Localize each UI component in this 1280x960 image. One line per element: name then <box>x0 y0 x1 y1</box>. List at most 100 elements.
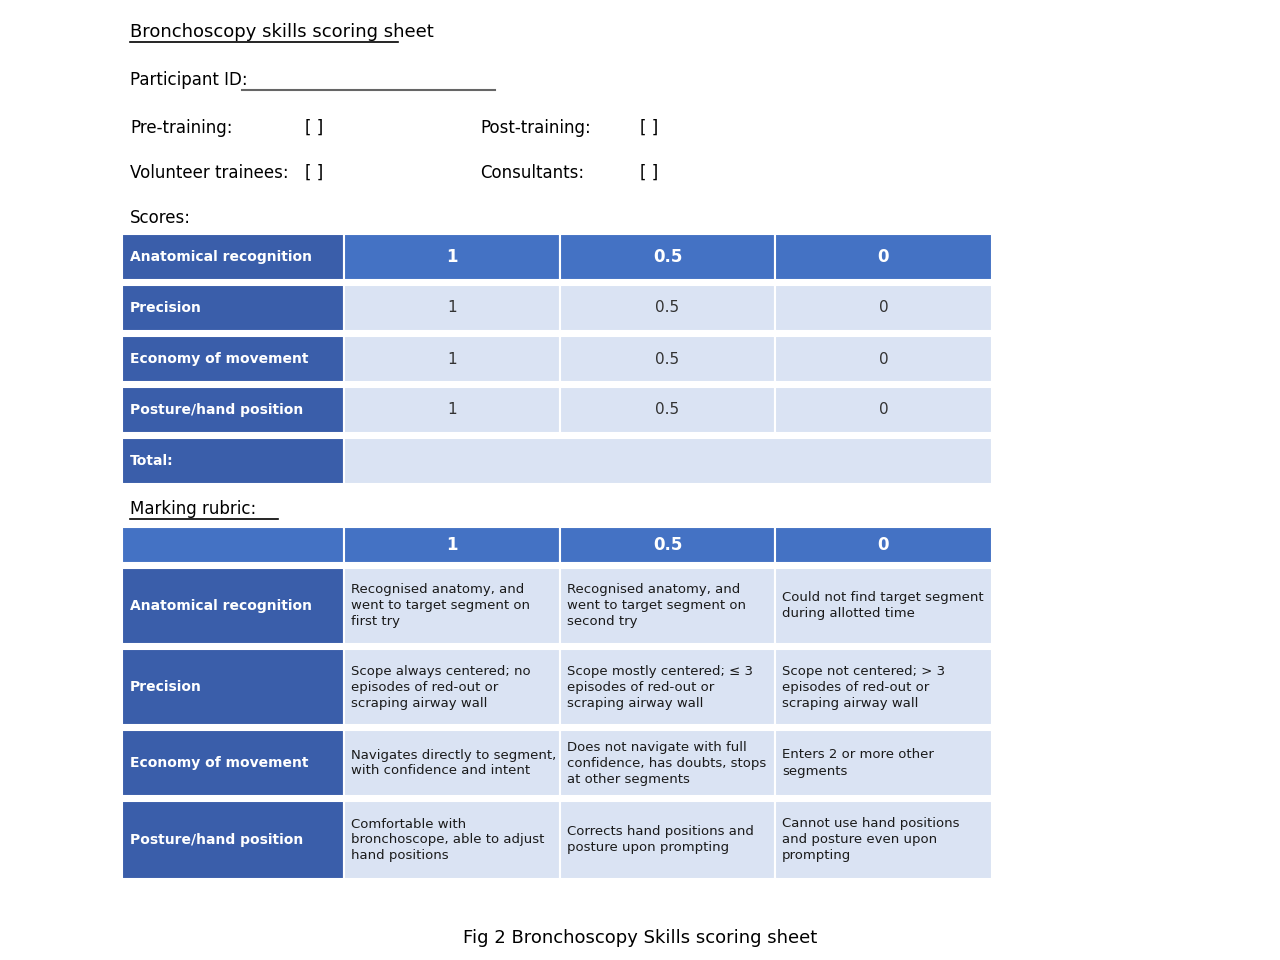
Text: 0: 0 <box>878 402 888 418</box>
Bar <box>561 649 774 725</box>
Text: Could not find target segment: Could not find target segment <box>782 591 983 605</box>
Text: confidence, has doubts, stops: confidence, has doubts, stops <box>567 756 767 770</box>
Text: 0: 0 <box>878 536 890 554</box>
Bar <box>561 387 774 433</box>
Text: 0.5: 0.5 <box>653 536 682 554</box>
Text: went to target segment on: went to target segment on <box>351 599 530 612</box>
Bar <box>561 336 774 382</box>
Bar <box>774 387 992 433</box>
Text: first try: first try <box>351 615 399 629</box>
Text: Posture/hand position: Posture/hand position <box>131 833 303 847</box>
Text: Recognised anatomy, and: Recognised anatomy, and <box>351 584 525 596</box>
Text: [ ]: [ ] <box>640 164 658 182</box>
Bar <box>122 527 344 563</box>
Text: went to target segment on: went to target segment on <box>567 599 746 612</box>
Text: bronchoscope, able to adjust: bronchoscope, able to adjust <box>351 833 544 847</box>
Text: episodes of red-out or: episodes of red-out or <box>782 681 929 693</box>
Bar <box>561 285 774 331</box>
Bar <box>122 387 344 433</box>
Bar <box>122 568 344 644</box>
Bar <box>344 730 561 796</box>
Bar <box>561 730 774 796</box>
Bar <box>774 649 992 725</box>
Bar <box>344 285 561 331</box>
Bar <box>344 336 561 382</box>
Text: during allotted time: during allotted time <box>782 608 915 620</box>
Text: Scope mostly centered; ≤ 3: Scope mostly centered; ≤ 3 <box>567 664 753 678</box>
Bar <box>774 234 992 280</box>
Text: 1: 1 <box>447 300 457 316</box>
Text: Precision: Precision <box>131 301 202 315</box>
Text: 1: 1 <box>447 536 458 554</box>
Bar <box>561 234 774 280</box>
Bar <box>122 234 344 280</box>
Bar <box>344 387 561 433</box>
Text: Economy of movement: Economy of movement <box>131 352 308 366</box>
Text: Precision: Precision <box>131 680 202 694</box>
Text: Bronchoscopy skills scoring sheet: Bronchoscopy skills scoring sheet <box>131 23 434 41</box>
Text: with confidence and intent: with confidence and intent <box>351 764 530 778</box>
Text: Scores:: Scores: <box>131 209 191 227</box>
Text: Enters 2 or more other: Enters 2 or more other <box>782 749 934 761</box>
Text: prompting: prompting <box>782 850 851 862</box>
Text: 0: 0 <box>878 300 888 316</box>
Text: scraping airway wall: scraping airway wall <box>351 697 488 709</box>
Bar <box>122 801 344 879</box>
Text: Recognised anatomy, and: Recognised anatomy, and <box>567 584 740 596</box>
Bar <box>561 527 774 563</box>
Text: 1: 1 <box>447 351 457 367</box>
Text: scraping airway wall: scraping airway wall <box>567 697 704 709</box>
Text: Posture/hand position: Posture/hand position <box>131 403 303 417</box>
Text: Fig 2 Bronchoscopy Skills scoring sheet: Fig 2 Bronchoscopy Skills scoring sheet <box>463 929 817 947</box>
Text: 0.5: 0.5 <box>653 248 682 266</box>
Bar <box>344 649 561 725</box>
Bar <box>774 285 992 331</box>
Text: Navigates directly to segment,: Navigates directly to segment, <box>351 749 557 761</box>
Text: Anatomical recognition: Anatomical recognition <box>131 599 312 613</box>
Text: 1: 1 <box>447 402 457 418</box>
Text: and posture even upon: and posture even upon <box>782 833 937 847</box>
Text: at other segments: at other segments <box>567 773 690 785</box>
Text: 0.5: 0.5 <box>655 300 680 316</box>
Bar <box>344 527 561 563</box>
Text: scraping airway wall: scraping airway wall <box>782 697 918 709</box>
Bar <box>122 336 344 382</box>
Text: 0.5: 0.5 <box>655 351 680 367</box>
Bar <box>344 438 992 484</box>
Text: Corrects hand positions and: Corrects hand positions and <box>567 826 754 838</box>
Text: segments: segments <box>782 764 847 778</box>
Text: 0: 0 <box>878 351 888 367</box>
Bar <box>774 336 992 382</box>
Bar <box>344 234 561 280</box>
Text: [ ]: [ ] <box>305 164 324 182</box>
Text: Cannot use hand positions: Cannot use hand positions <box>782 818 960 830</box>
Text: second try: second try <box>567 615 637 629</box>
Text: Marking rubric:: Marking rubric: <box>131 500 256 518</box>
Text: posture upon prompting: posture upon prompting <box>567 842 730 854</box>
Bar <box>122 730 344 796</box>
Text: Total:: Total: <box>131 454 174 468</box>
Text: Does not navigate with full: Does not navigate with full <box>567 740 746 754</box>
Text: 1: 1 <box>447 248 458 266</box>
Bar <box>122 285 344 331</box>
Text: [ ]: [ ] <box>640 119 658 137</box>
Text: 0: 0 <box>878 248 890 266</box>
Bar <box>774 568 992 644</box>
Text: episodes of red-out or: episodes of red-out or <box>351 681 498 693</box>
Bar <box>774 730 992 796</box>
Text: Anatomical recognition: Anatomical recognition <box>131 250 312 264</box>
Text: episodes of red-out or: episodes of red-out or <box>567 681 714 693</box>
Bar <box>122 649 344 725</box>
Bar <box>774 801 992 879</box>
Text: Participant ID:: Participant ID: <box>131 71 247 89</box>
Bar <box>561 801 774 879</box>
Bar <box>561 568 774 644</box>
Text: Economy of movement: Economy of movement <box>131 756 308 770</box>
Bar <box>344 568 561 644</box>
Bar <box>122 438 344 484</box>
Text: Comfortable with: Comfortable with <box>351 818 466 830</box>
Text: 0.5: 0.5 <box>655 402 680 418</box>
Text: Consultants:: Consultants: <box>480 164 584 182</box>
Bar <box>344 801 561 879</box>
Text: hand positions: hand positions <box>351 850 448 862</box>
